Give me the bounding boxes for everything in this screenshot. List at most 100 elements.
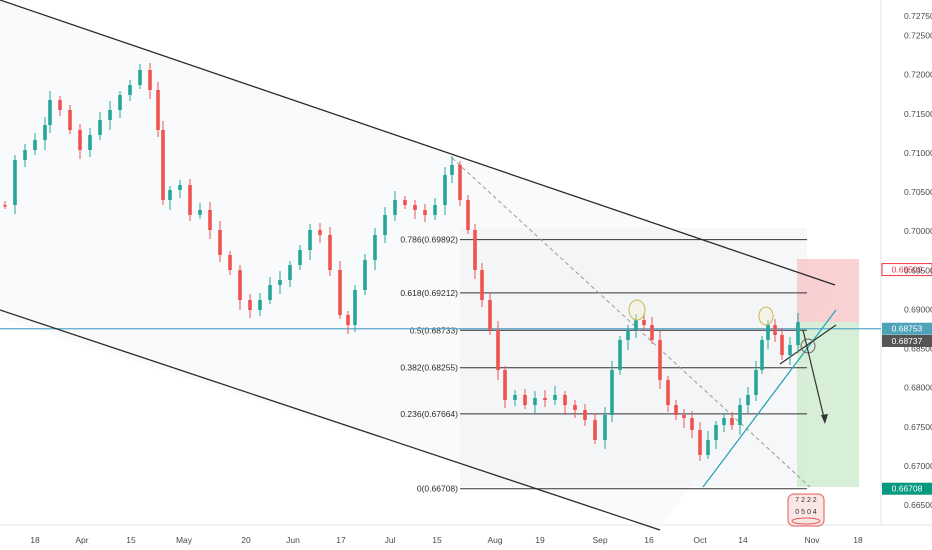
y-tick-label: 0.72500 <box>904 31 932 41</box>
x-tick-label: Aug <box>487 535 502 545</box>
logo-badge-line-1: 7 2 2 2 <box>795 497 817 504</box>
candle-body <box>714 425 718 440</box>
candle-body <box>433 205 437 215</box>
price-tag: 0.66708 <box>882 482 932 495</box>
candle-body <box>208 210 212 230</box>
candle-body <box>730 418 734 425</box>
candle-body <box>738 405 742 425</box>
candle-body <box>43 125 47 140</box>
candle-body <box>338 270 342 315</box>
candlestick-series[interactable] <box>3 63 800 461</box>
x-tick-label: 15 <box>126 535 136 545</box>
y-tick-label: 0.72750 <box>904 11 932 21</box>
x-tick-label: Jul <box>385 535 396 545</box>
y-tick-label: 0.72000 <box>904 70 932 80</box>
y-tick-label: 0.70500 <box>904 187 932 197</box>
candle-body <box>363 260 367 290</box>
candle-body <box>198 210 202 215</box>
candle-body <box>248 300 252 310</box>
candle-body <box>88 135 92 150</box>
x-tick-label: 16 <box>644 535 654 545</box>
candle-body <box>98 120 102 135</box>
candle-body <box>488 300 492 330</box>
candle-body <box>760 340 764 370</box>
take-profit-zone[interactable] <box>797 322 859 487</box>
uptrend-line[interactable] <box>702 309 837 488</box>
y-tick-label: 0.71500 <box>904 109 932 119</box>
candle-body <box>346 315 350 325</box>
candle-body <box>746 395 750 405</box>
fib-label: 0.618(0.69212) <box>400 288 458 298</box>
y-tick-label: 0.68000 <box>904 383 932 393</box>
candle-body <box>298 250 302 265</box>
candle-body <box>523 395 527 405</box>
candle-body <box>618 340 622 370</box>
candle-body <box>642 320 646 325</box>
highlight-circle-2[interactable] <box>758 306 774 326</box>
candle-body <box>466 200 470 230</box>
price-tag-text: 0.66708 <box>892 484 923 494</box>
candle-body <box>238 270 242 300</box>
candle-body <box>308 230 312 250</box>
x-tick-label: Sep <box>592 535 607 545</box>
price-tag-text: 0.68737 <box>892 336 923 346</box>
candle-body <box>156 90 160 130</box>
x-tick-label: 18 <box>853 535 863 545</box>
y-tick-label: 0.69500 <box>904 265 932 275</box>
y-tick-label: 0.71000 <box>904 148 932 158</box>
x-tick-label: May <box>176 535 193 545</box>
x-tick-label: 18 <box>30 535 40 545</box>
candle-body <box>188 185 192 215</box>
candle-body <box>403 200 407 205</box>
candle-body <box>353 290 357 325</box>
candle-body <box>682 415 686 418</box>
candle-body <box>780 335 784 355</box>
fib-retracement[interactable]: 0.786(0.69892) 0.618(0.69212) 0.5(0.68733)… <box>400 235 807 494</box>
candle-body <box>603 415 607 440</box>
candle-body <box>33 140 37 150</box>
logo-badge: 7 2 2 2 0 5 0 4 <box>787 493 825 527</box>
candle-body <box>533 398 537 405</box>
candle-body <box>754 370 758 395</box>
candle-body <box>148 70 152 90</box>
candle-body <box>666 380 670 405</box>
candle-body <box>383 215 387 235</box>
candle-body <box>706 440 710 455</box>
candle-body <box>288 265 292 280</box>
stop-loss-zone[interactable] <box>797 259 859 322</box>
candle-body <box>458 165 462 200</box>
fib-label: 0.5(0.68733) <box>410 325 458 335</box>
fib-label: 0(0.66708) <box>417 484 458 494</box>
candle-body <box>373 235 377 260</box>
candle-body <box>168 190 172 200</box>
fib-fill <box>460 228 807 487</box>
logo-badge-line-2: 0 5 0 4 <box>795 509 817 516</box>
candle-body <box>593 420 597 440</box>
candle-body <box>328 235 332 270</box>
y-tick-label: 0.66500 <box>904 500 932 510</box>
x-tick-label: 17 <box>336 535 346 545</box>
candle-body <box>674 405 678 415</box>
fib-label: 0.382(0.68255) <box>400 363 458 373</box>
channel-inner-line[interactable] <box>779 324 837 365</box>
candle-body <box>258 300 262 310</box>
candle-body <box>796 322 800 345</box>
channel-upper-line[interactable] <box>0 0 836 286</box>
candle-body <box>218 230 222 255</box>
candle-body <box>513 395 517 400</box>
x-tick-label: 20 <box>241 535 251 545</box>
price-tag-text: 0.68753 <box>892 324 923 334</box>
channel-lower-line[interactable] <box>0 309 661 531</box>
price-tag: 0.69509 <box>881 263 932 277</box>
candle-body <box>228 255 232 270</box>
highlight-circle-1[interactable] <box>628 299 646 321</box>
fib-label: 0.786(0.69892) <box>400 235 458 245</box>
projection-arrow[interactable] <box>802 329 828 424</box>
candle-body <box>450 165 454 175</box>
price-tags: 0.69509 0.68753 0.68737 0.66708 <box>881 263 932 495</box>
candle-body <box>553 395 557 400</box>
candle-body <box>23 150 27 160</box>
y-tick-label: 0.69000 <box>904 304 932 314</box>
y-axis-ticks: 0.72750 0.72500 0.72000 0.71500 0.71000 0.705… <box>904 11 932 510</box>
